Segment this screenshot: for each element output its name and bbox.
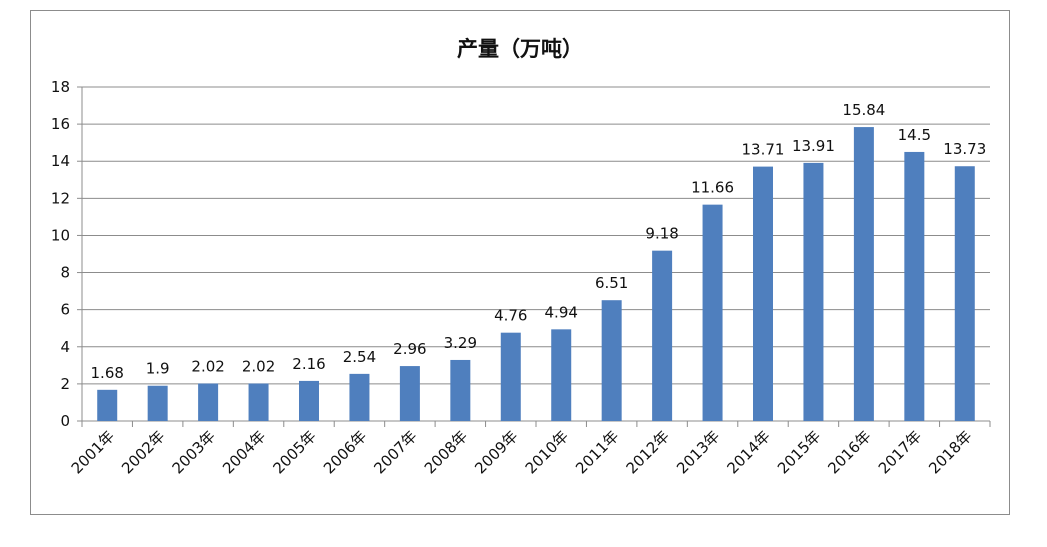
x-category-label: 2013年 — [673, 427, 723, 477]
x-category-label: 2009年 — [471, 427, 521, 477]
data-label: 13.71 — [742, 141, 785, 159]
data-label: 15.84 — [842, 101, 885, 119]
bar — [652, 250, 673, 421]
data-label: 11.66 — [691, 179, 734, 197]
x-category-label: 2003年 — [169, 427, 219, 477]
y-tick-label: 2 — [60, 375, 70, 393]
bar — [803, 162, 824, 422]
x-category-label: 2010年 — [522, 427, 572, 477]
data-label: 2.02 — [242, 358, 275, 376]
bar — [500, 332, 521, 421]
data-label: 9.18 — [645, 225, 678, 243]
y-tick-label: 14 — [51, 152, 70, 170]
y-tick-label: 12 — [51, 189, 70, 207]
bar — [954, 166, 975, 421]
x-category-label: 2002年 — [118, 427, 168, 477]
chart-title: 产量（万吨） — [457, 37, 583, 61]
bar — [299, 380, 319, 421]
x-category-label: 2016年 — [824, 427, 874, 477]
x-category-label: 2014年 — [723, 427, 773, 477]
y-tick-label: 8 — [60, 264, 70, 282]
data-label: 13.73 — [943, 140, 986, 158]
data-label: 1.9 — [146, 360, 170, 378]
y-tick-label: 10 — [51, 226, 70, 244]
x-category-label: 2012年 — [623, 427, 673, 477]
y-tick-label: 6 — [60, 301, 70, 319]
data-label: 2.02 — [191, 358, 224, 376]
data-label: 13.91 — [792, 137, 835, 155]
y-tick-label: 16 — [51, 115, 70, 133]
x-category-label: 2007年 — [370, 427, 420, 477]
y-tick-label: 0 — [60, 412, 70, 430]
x-category-label: 2018年 — [925, 427, 975, 477]
bar — [248, 383, 269, 421]
data-label: 1.68 — [91, 364, 124, 382]
bar — [450, 359, 471, 421]
x-category-label: 2004年 — [219, 427, 269, 477]
x-category-label: 2001年 — [68, 427, 118, 477]
bar — [147, 385, 168, 421]
y-tick-label: 4 — [60, 338, 70, 356]
data-label: 4.76 — [494, 307, 527, 325]
bar — [399, 366, 420, 421]
data-label: 2.96 — [393, 340, 426, 358]
bar — [853, 127, 874, 421]
x-category-label: 2008年 — [421, 427, 471, 477]
bar — [551, 329, 572, 421]
y-tick-label: 18 — [51, 78, 70, 96]
x-category-label: 2017年 — [875, 427, 925, 477]
data-label: 3.29 — [444, 334, 477, 352]
bar — [753, 166, 773, 421]
data-label: 2.16 — [292, 355, 325, 373]
x-category-label: 2015年 — [774, 427, 824, 477]
x-category-label: 2005年 — [269, 427, 319, 477]
bar — [702, 204, 723, 421]
bar — [97, 389, 118, 421]
bar — [601, 300, 622, 421]
x-category-label: 2011年 — [572, 427, 622, 477]
data-label: 14.5 — [898, 126, 931, 144]
bar — [904, 151, 925, 421]
data-label: 4.94 — [545, 303, 578, 321]
bar — [198, 383, 219, 421]
data-label: 6.51 — [595, 274, 628, 292]
x-category-label: 2006年 — [320, 427, 370, 477]
data-label: 2.54 — [343, 348, 376, 366]
chart-frame: 产量（万吨） — [30, 10, 1010, 515]
bar — [349, 373, 370, 421]
